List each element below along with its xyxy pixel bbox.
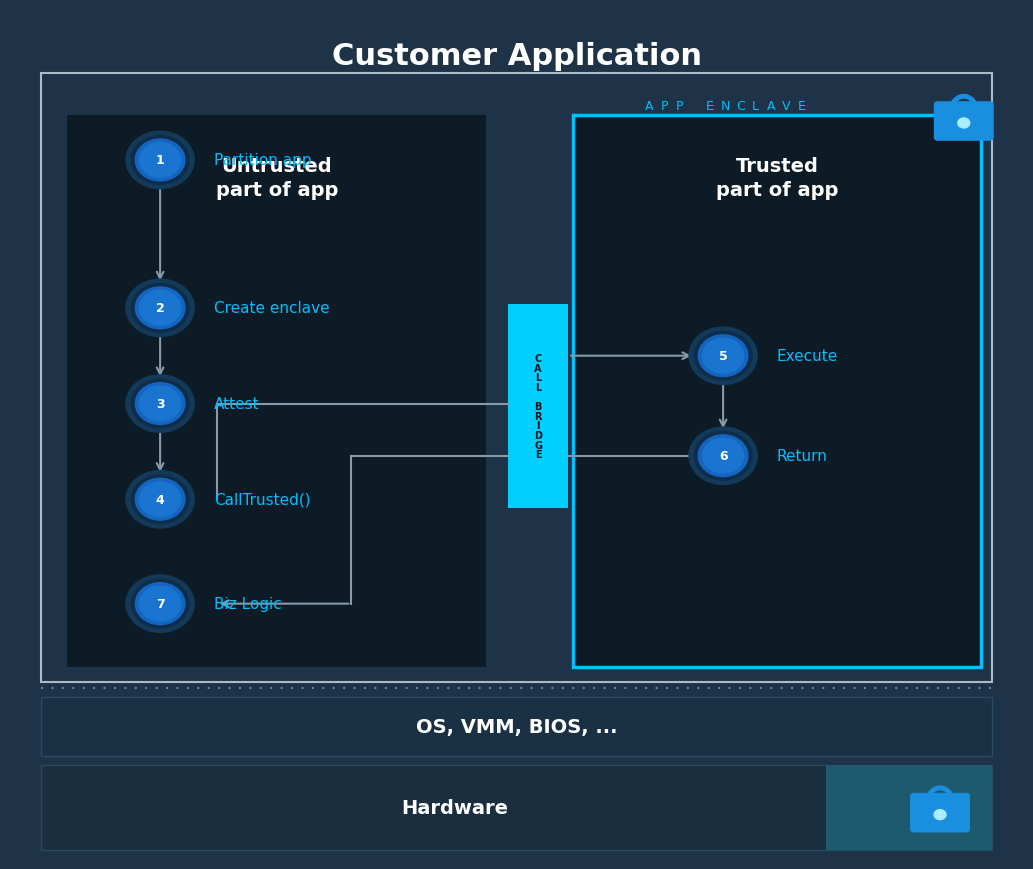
Text: 5: 5: [719, 350, 727, 362]
Text: Attest: Attest: [214, 396, 259, 412]
Text: Untrusted
part of app: Untrusted part of app: [216, 157, 338, 199]
Circle shape: [135, 140, 185, 182]
Text: 3: 3: [156, 398, 164, 410]
Circle shape: [694, 332, 752, 381]
Circle shape: [131, 380, 189, 428]
Circle shape: [135, 479, 185, 521]
Text: Biz Logic: Biz Logic: [214, 596, 282, 612]
Text: OS, VMM, BIOS, ...: OS, VMM, BIOS, ...: [415, 717, 618, 736]
Text: L: L: [752, 100, 759, 112]
Circle shape: [126, 471, 194, 528]
Text: Execute: Execute: [777, 348, 838, 364]
Text: 6: 6: [719, 450, 727, 462]
Circle shape: [126, 375, 194, 433]
FancyBboxPatch shape: [41, 765, 992, 850]
Text: Create enclave: Create enclave: [214, 301, 330, 316]
FancyBboxPatch shape: [910, 793, 970, 833]
Text: V: V: [782, 100, 790, 112]
Text: 2: 2: [156, 302, 164, 315]
Text: N: N: [720, 100, 730, 112]
Circle shape: [131, 580, 189, 628]
Text: C
A
L
L
 
B
R
I
D
G
E: C A L L B R I D G E: [534, 354, 542, 460]
Circle shape: [131, 475, 189, 524]
Text: Customer Application: Customer Application: [332, 42, 701, 71]
Text: A: A: [645, 100, 653, 112]
Circle shape: [126, 280, 194, 337]
Circle shape: [702, 439, 744, 474]
FancyBboxPatch shape: [573, 116, 981, 667]
Circle shape: [139, 587, 181, 621]
FancyBboxPatch shape: [826, 765, 992, 850]
Circle shape: [958, 119, 970, 129]
Text: Hardware: Hardware: [401, 798, 508, 817]
Text: E: E: [797, 100, 806, 112]
Circle shape: [135, 583, 185, 625]
Circle shape: [126, 575, 194, 633]
Circle shape: [689, 428, 757, 485]
Text: C: C: [737, 100, 745, 112]
Text: A: A: [766, 100, 776, 112]
Circle shape: [139, 482, 181, 517]
Circle shape: [698, 435, 748, 477]
Text: Partition app: Partition app: [214, 153, 312, 169]
Text: 7: 7: [156, 598, 164, 610]
Text: CallTrusted(): CallTrusted(): [214, 492, 311, 507]
Circle shape: [934, 810, 946, 819]
Text: 4: 4: [156, 494, 164, 506]
FancyBboxPatch shape: [934, 103, 994, 142]
Circle shape: [702, 339, 744, 374]
Text: Return: Return: [777, 448, 827, 464]
Circle shape: [698, 335, 748, 377]
Text: P: P: [660, 100, 667, 112]
Circle shape: [689, 328, 757, 385]
Circle shape: [126, 132, 194, 189]
Circle shape: [135, 383, 185, 425]
Circle shape: [139, 387, 181, 421]
Text: P: P: [676, 100, 683, 112]
FancyBboxPatch shape: [508, 304, 568, 508]
Text: 1: 1: [156, 155, 164, 167]
FancyBboxPatch shape: [41, 697, 992, 756]
FancyBboxPatch shape: [67, 116, 486, 667]
Circle shape: [135, 288, 185, 329]
Circle shape: [139, 143, 181, 178]
Circle shape: [131, 284, 189, 333]
Text: E: E: [706, 100, 714, 112]
Circle shape: [131, 136, 189, 185]
Circle shape: [139, 291, 181, 326]
Circle shape: [694, 432, 752, 481]
Text: Trusted
part of app: Trusted part of app: [716, 157, 838, 199]
